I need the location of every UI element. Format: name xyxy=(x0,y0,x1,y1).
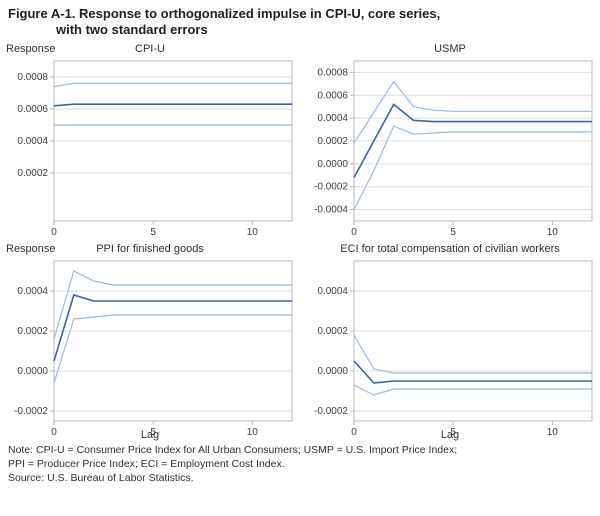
x-axis-label: Lag xyxy=(0,429,300,441)
chart-svg: -0.00020.00000.00020.0004 0510 xyxy=(300,241,600,441)
figure-title-line2: with two standard errors xyxy=(8,22,594,38)
note-line: Note: CPI-U = Consumer Price Index for A… xyxy=(8,443,592,457)
chart-panel-eci: ECI for total compensation of civilian w… xyxy=(300,241,600,441)
svg-text:0.0000: 0.0000 xyxy=(317,158,348,169)
response-line xyxy=(54,104,292,106)
panel-title: CPI-U xyxy=(0,43,300,55)
svg-text:-0.0004: -0.0004 xyxy=(314,204,348,215)
chart-svg: -0.0004 -0.0002 0.0000 0.0002 0.0004 0.0006 0.… xyxy=(300,41,600,241)
svg-text:10: 10 xyxy=(547,227,559,238)
svg-text:0.0004: 0.0004 xyxy=(17,136,48,147)
svg-text:5: 5 xyxy=(450,227,456,238)
x-axis-label: Lag xyxy=(300,429,600,441)
panel-title: ECI for total compensation of civilian w… xyxy=(300,243,600,255)
note-line: PPI = Producer Price Index; ECI = Employ… xyxy=(8,457,592,471)
chart-panel-ppi: Response PPI for finished goods -0.00020… xyxy=(0,241,300,441)
upper-band-line xyxy=(54,83,292,86)
svg-text:0.0004: 0.0004 xyxy=(317,286,348,297)
lower-band-line xyxy=(54,315,292,383)
svg-text:0.0008: 0.0008 xyxy=(17,72,48,83)
figure-title: Figure A-1. Response to orthogonalized i… xyxy=(0,0,600,41)
svg-text:0.0002: 0.0002 xyxy=(17,326,48,337)
svg-text:0.0006: 0.0006 xyxy=(17,104,48,115)
figure-title-line1: Figure A-1. Response to orthogonalized i… xyxy=(8,6,440,21)
panel-title: USMP xyxy=(300,43,600,55)
note-line: Source: U.S. Bureau of Labor Statistics. xyxy=(8,471,592,485)
svg-text:0: 0 xyxy=(351,227,357,238)
svg-text:0.0006: 0.0006 xyxy=(317,90,348,101)
svg-text:0.0004: 0.0004 xyxy=(317,113,348,124)
panel-title: PPI for finished goods xyxy=(0,243,300,255)
svg-text:-0.0002: -0.0002 xyxy=(314,406,348,417)
svg-text:0.0002: 0.0002 xyxy=(17,168,48,179)
chart-svg: -0.00020.00000.00020.0004 0510 xyxy=(0,241,300,441)
response-line xyxy=(54,295,292,361)
svg-text:0.0002: 0.0002 xyxy=(317,136,348,147)
lower-band-line xyxy=(354,385,592,395)
chart-panel-cpiu: Response CPI-U 0.00020.00040.00060.0008 … xyxy=(0,41,300,241)
chart-panel-usmp: USMP -0.0004 -0.0002 0.0000 0.0002 0.0004 0.0… xyxy=(300,41,600,241)
svg-text:-0.0002: -0.0002 xyxy=(14,406,48,417)
upper-band-line xyxy=(54,271,292,339)
svg-text:-0.0002: -0.0002 xyxy=(314,181,348,192)
svg-text:0.0000: 0.0000 xyxy=(17,366,48,377)
svg-text:10: 10 xyxy=(247,227,259,238)
svg-text:5: 5 xyxy=(150,227,156,238)
chart-svg: 0.0002 0.0004 0.0006 0.0008 0 5 10 xyxy=(0,41,300,241)
svg-text:0.0004: 0.0004 xyxy=(17,286,48,297)
upper-band-line xyxy=(354,335,592,373)
lower-band-line xyxy=(354,126,592,210)
chart-grid: Response CPI-U 0.00020.00040.00060.0008 … xyxy=(0,41,600,441)
svg-text:0.0000: 0.0000 xyxy=(317,366,348,377)
svg-text:0.0008: 0.0008 xyxy=(317,67,348,78)
svg-text:0: 0 xyxy=(51,227,57,238)
figure-notes: Note: CPI-U = Consumer Price Index for A… xyxy=(0,441,600,486)
svg-text:0.0002: 0.0002 xyxy=(317,326,348,337)
